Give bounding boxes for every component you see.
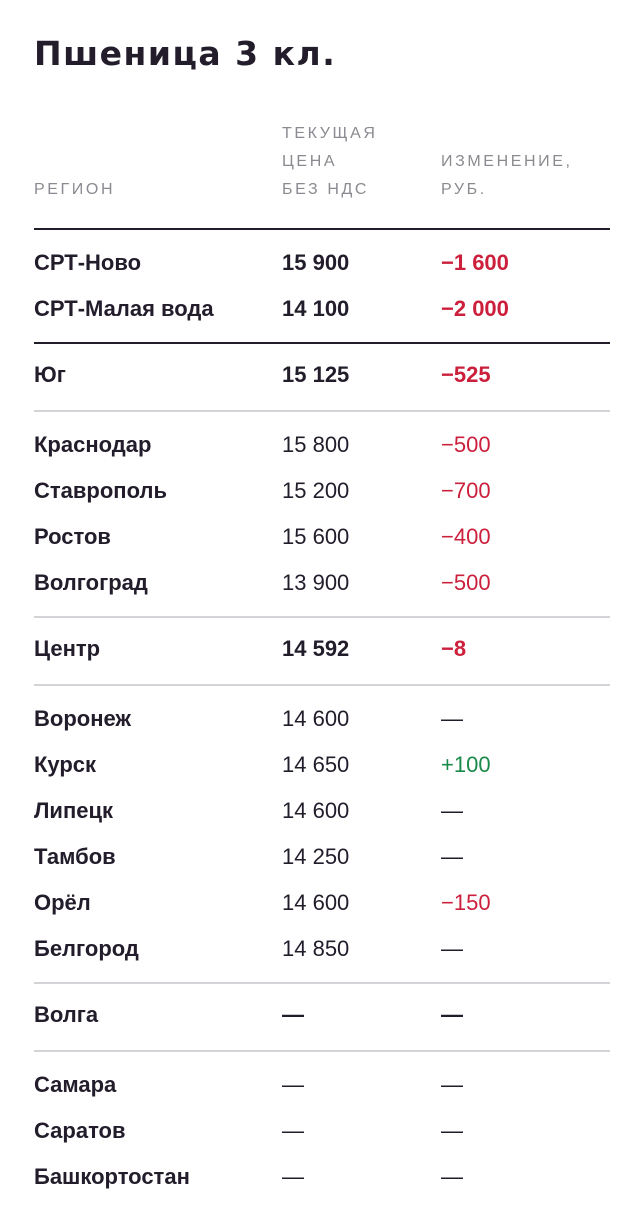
table-row: Волга — —: [34, 992, 610, 1038]
table-header: РЕГИОН ТЕКУЩАЯ ЦЕНА БЕЗ НДС ИЗМЕНЕНИЕ, Р…: [34, 124, 610, 228]
table-row: Башкортостан — —: [34, 1154, 610, 1200]
table-body: СРТ-Ново 15 900 −1 600 СРТ-Малая вода 14 100…: [34, 228, 610, 1210]
region-cell: Ростов: [34, 524, 111, 549]
table-row: Юг 15 125 −525: [34, 352, 610, 398]
change-cell: −500: [441, 432, 491, 457]
price-cell: 15 125: [282, 362, 350, 387]
price-cell: 14 600: [282, 706, 350, 731]
table-row: Липецк 14 600 —: [34, 788, 610, 834]
price-cell: 15 800: [282, 432, 350, 457]
page-title: Пшеница 3 кл.: [34, 34, 337, 73]
table-row: Воронеж 14 600 —: [34, 696, 610, 742]
price-cell: 13 900: [282, 570, 350, 595]
price-cell: 14 100: [282, 296, 350, 321]
change-cell: —: [441, 706, 463, 731]
region-cell: СРТ-Ново: [34, 250, 142, 275]
table-row: СРТ-Ново 15 900 −1 600: [34, 240, 610, 286]
change-cell: +100: [441, 752, 491, 777]
table-row: Центр 14 592 −8: [34, 626, 610, 672]
change-cell: —: [441, 844, 463, 869]
header-change-line: РУБ.: [441, 181, 487, 198]
change-cell: —: [441, 1002, 463, 1027]
row-group: СРТ-Ново 15 900 −1 600 СРТ-Малая вода 14 100…: [34, 228, 610, 342]
region-cell: СРТ-Малая вода: [34, 296, 214, 321]
row-group: Юг 15 125 −525: [34, 342, 610, 410]
price-cell: —: [282, 1072, 304, 1097]
price-cell: 15 600: [282, 524, 350, 549]
price-cell: 14 250: [282, 844, 350, 869]
region-cell: Самара: [34, 1072, 117, 1097]
region-cell: Ставрополь: [34, 478, 167, 503]
change-cell: −2 000: [441, 296, 509, 321]
row-group: Самара — — Саратов — — Башкортостан — —: [34, 1050, 610, 1210]
change-cell: −400: [441, 524, 491, 549]
region-cell: Саратов: [34, 1118, 126, 1143]
region-cell: Волгоград: [34, 570, 148, 595]
price-cell: 14 592: [282, 636, 350, 661]
change-cell: —: [441, 1118, 463, 1143]
price-cell: 14 600: [282, 890, 350, 915]
region-cell: Орёл: [34, 890, 91, 915]
table-row: Волгоград 13 900 −500: [34, 560, 610, 606]
price-cell: 14 650: [282, 752, 350, 777]
header-region-label: РЕГИОН: [34, 181, 116, 198]
change-cell: −8: [441, 636, 467, 661]
price-cell: —: [282, 1118, 304, 1143]
table-row: Ставрополь 15 200 −700: [34, 468, 610, 514]
region-cell: Юг: [34, 362, 66, 387]
region-cell: Курск: [34, 752, 97, 777]
price-cell: 14 600: [282, 798, 350, 823]
region-cell: Волга: [34, 1002, 99, 1027]
change-cell: −700: [441, 478, 491, 503]
table-row: Тамбов 14 250 —: [34, 834, 610, 880]
change-cell: −525: [441, 362, 491, 387]
price-cell: —: [282, 1002, 304, 1027]
region-cell: Башкортостан: [34, 1164, 190, 1189]
header-price-line: ТЕКУЩАЯ: [282, 125, 378, 142]
row-group: Центр 14 592 −8: [34, 616, 610, 684]
table-row: Орёл 14 600 −150: [34, 880, 610, 926]
header-price-line: ЦЕНА: [282, 153, 338, 170]
region-cell: Воронеж: [34, 706, 132, 731]
region-cell: Центр: [34, 636, 101, 661]
table-row: Курск 14 650 +100: [34, 742, 610, 788]
change-cell: —: [441, 1072, 463, 1097]
change-cell: −150: [441, 890, 491, 915]
change-cell: −1 600: [441, 250, 509, 275]
change-cell: −500: [441, 570, 491, 595]
table-row: Краснодар 15 800 −500: [34, 422, 610, 468]
header-change-line: ИЗМЕНЕНИЕ,: [441, 153, 573, 170]
table-row: Белгород 14 850 —: [34, 926, 610, 972]
change-cell: —: [441, 798, 463, 823]
header-change: ИЗМЕНЕНИЕ, РУБ.: [441, 148, 573, 204]
region-cell: Краснодар: [34, 432, 152, 457]
change-cell: —: [441, 936, 463, 961]
row-group: Воронеж 14 600 — Курск 14 650 +100 Липецк 14 60…: [34, 684, 610, 982]
price-cell: —: [282, 1164, 304, 1189]
row-group: Волга — —: [34, 982, 610, 1050]
price-cell: 14 850: [282, 936, 350, 961]
table-row: Самара — —: [34, 1062, 610, 1108]
region-cell: Липецк: [34, 798, 114, 823]
price-cell: 15 900: [282, 250, 350, 275]
table-row: Саратов — —: [34, 1108, 610, 1154]
region-cell: Тамбов: [34, 844, 116, 869]
region-cell: Белгород: [34, 936, 139, 961]
table-row: СРТ-Малая вода 14 100 −2 000: [34, 286, 610, 332]
price-cell: 15 200: [282, 478, 350, 503]
row-group: Краснодар 15 800 −500 Ставрополь 15 200 −700 Р…: [34, 410, 610, 616]
header-price-line: БЕЗ НДС: [282, 181, 370, 198]
table-row: Ростов 15 600 −400: [34, 514, 610, 560]
change-cell: —: [441, 1164, 463, 1189]
header-region: РЕГИОН: [34, 176, 115, 204]
header-price: ТЕКУЩАЯ ЦЕНА БЕЗ НДС: [282, 120, 378, 204]
